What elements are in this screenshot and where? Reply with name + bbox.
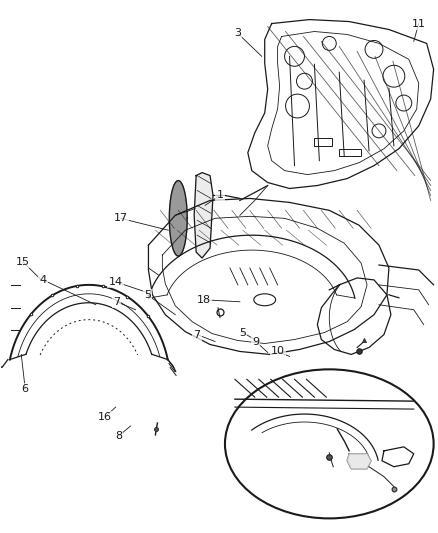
Text: 10: 10 xyxy=(302,456,316,466)
Polygon shape xyxy=(170,181,187,256)
Text: 15: 15 xyxy=(16,257,30,267)
Text: 2: 2 xyxy=(405,454,412,464)
Bar xyxy=(339,149,361,156)
Text: 7: 7 xyxy=(113,297,120,307)
Polygon shape xyxy=(347,454,371,469)
Text: 11: 11 xyxy=(412,19,426,29)
Text: 7: 7 xyxy=(194,329,201,340)
Text: 10: 10 xyxy=(367,482,381,491)
Text: 3: 3 xyxy=(234,28,241,38)
Text: 16: 16 xyxy=(98,412,112,422)
Text: 10: 10 xyxy=(271,346,285,357)
Text: 9: 9 xyxy=(276,452,283,462)
Text: 17: 17 xyxy=(113,213,128,223)
Text: 5: 5 xyxy=(239,328,246,337)
Bar xyxy=(314,138,332,146)
Text: 8: 8 xyxy=(115,431,122,441)
Text: 18: 18 xyxy=(197,295,211,305)
Text: 4: 4 xyxy=(39,275,47,285)
Text: 5: 5 xyxy=(144,290,151,300)
Text: 1: 1 xyxy=(216,190,223,200)
Text: 14: 14 xyxy=(109,277,123,287)
Text: 9: 9 xyxy=(252,336,259,346)
Text: 6: 6 xyxy=(22,384,29,394)
Polygon shape xyxy=(194,173,213,258)
Ellipse shape xyxy=(225,369,434,519)
